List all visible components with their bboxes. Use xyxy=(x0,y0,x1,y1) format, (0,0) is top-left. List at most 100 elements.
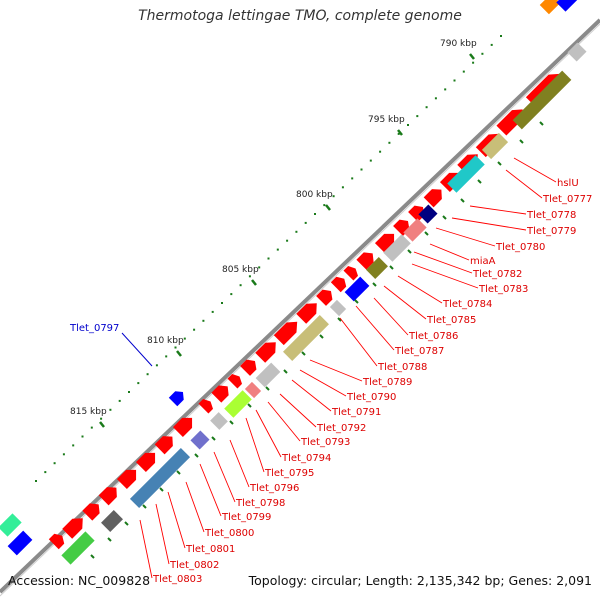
scale-dot xyxy=(53,462,56,465)
gene-leader-line xyxy=(245,417,265,473)
scale-dot xyxy=(397,132,400,135)
cds-arrow xyxy=(211,385,229,403)
gene-label: Tlet_0787 xyxy=(394,346,444,357)
gene-leader-line xyxy=(229,439,250,488)
cds-arrow xyxy=(240,359,257,376)
cog-block xyxy=(418,204,438,224)
scale-dot xyxy=(90,426,93,429)
scale-dot xyxy=(351,177,354,180)
topology-summary: Topology: circular; Length: 2,135,342 bp… xyxy=(248,573,592,588)
scale-dot xyxy=(62,453,65,456)
track-tick xyxy=(497,161,502,166)
tick-mark xyxy=(325,204,331,211)
scale-dot xyxy=(434,97,437,100)
cog-block xyxy=(556,0,578,12)
track-tick xyxy=(107,537,112,542)
backbone-shadow xyxy=(0,23,600,597)
cog-block xyxy=(0,513,22,537)
scale-dot xyxy=(100,417,103,420)
gene-leader-line xyxy=(279,393,317,428)
scale-dot xyxy=(295,230,298,233)
gene-label: Tlet_0788 xyxy=(377,362,427,373)
gene-leader-line xyxy=(373,297,409,336)
scale-dot xyxy=(481,52,484,55)
scale-dot xyxy=(35,480,37,482)
scale-dot xyxy=(128,391,130,393)
gene-leader-line xyxy=(199,463,222,517)
gene-label: Tlet_0800 xyxy=(204,528,254,539)
gene-label: Tlet_0796 xyxy=(249,483,299,494)
gene-label: Tlet_0799 xyxy=(221,512,271,523)
gene-leader-line xyxy=(411,263,479,289)
gene-label: Tlet_0791 xyxy=(331,407,381,418)
gene-label: Tlet_0793 xyxy=(300,437,350,448)
highlight-leader-line xyxy=(121,332,153,367)
tick-mark xyxy=(397,129,403,136)
cds-arrow xyxy=(356,252,374,270)
scale-dot xyxy=(258,266,261,269)
scale-dot xyxy=(230,293,233,296)
scale-dot xyxy=(388,141,391,144)
cds-arrow xyxy=(316,289,333,306)
scale-dot xyxy=(109,408,112,411)
scale-dot xyxy=(453,79,456,82)
gene-label: hslU xyxy=(557,178,579,189)
cds-arrow xyxy=(98,487,117,506)
track-tick xyxy=(301,351,306,356)
cog-block xyxy=(329,299,347,317)
scale-dot xyxy=(174,346,177,349)
cds-arrow xyxy=(116,469,137,490)
scale-dot xyxy=(146,373,149,376)
scale-dot xyxy=(416,115,419,118)
scale-dot xyxy=(248,275,251,278)
gene-label: Tlet_0785 xyxy=(426,315,476,326)
gene-label: Tlet_0777 xyxy=(542,194,592,205)
cog-block xyxy=(539,0,561,15)
track-tick xyxy=(247,403,252,408)
cds-arrow xyxy=(82,503,100,521)
tick-label: 810 kbp xyxy=(147,336,184,346)
scale-dot xyxy=(276,248,279,251)
gene-leader-line xyxy=(185,481,205,533)
gene-label: Tlet_0801 xyxy=(185,544,235,555)
scale-dot xyxy=(137,382,140,385)
scale-dot xyxy=(239,284,242,287)
gene-leader-line xyxy=(413,251,473,274)
gene-label: Tlet_0779 xyxy=(526,226,576,237)
tick-mark xyxy=(176,350,182,357)
highlight-gene-arrow xyxy=(168,391,184,407)
scale-dot xyxy=(379,150,382,153)
track-tick xyxy=(460,198,465,203)
gene-label: Tlet_0798 xyxy=(235,498,285,509)
track-tick xyxy=(354,299,359,304)
cog-block xyxy=(190,430,210,450)
gene-leader-line xyxy=(435,227,496,247)
scale-dot xyxy=(155,364,158,367)
track-tick xyxy=(283,369,288,374)
tick-label: 805 kbp xyxy=(222,265,259,275)
tick-label: 815 kbp xyxy=(70,407,107,417)
scale-dot xyxy=(221,302,223,304)
gene-leader-line xyxy=(451,217,527,231)
cog-block xyxy=(255,362,281,388)
scale-dot xyxy=(44,471,47,474)
cds-arrow xyxy=(198,398,214,414)
scale-dot xyxy=(183,337,186,340)
cds-arrow xyxy=(48,533,65,550)
tick-mark xyxy=(251,279,257,286)
scale-dot xyxy=(490,43,493,46)
track-tick xyxy=(519,139,524,144)
gene-leader-line xyxy=(469,205,527,215)
cds-arrow xyxy=(227,373,243,389)
cog-block xyxy=(366,257,388,279)
cog-block xyxy=(129,447,191,509)
gene-leader-line xyxy=(139,519,153,579)
cds-arrow xyxy=(408,205,425,222)
scale-dot xyxy=(72,444,75,447)
gene-leader-line xyxy=(513,157,557,183)
scale-dot xyxy=(332,195,335,198)
cog-block xyxy=(512,70,572,130)
cog-block xyxy=(567,42,587,62)
gene-leader-line xyxy=(339,317,378,367)
cds-arrow xyxy=(343,265,359,281)
